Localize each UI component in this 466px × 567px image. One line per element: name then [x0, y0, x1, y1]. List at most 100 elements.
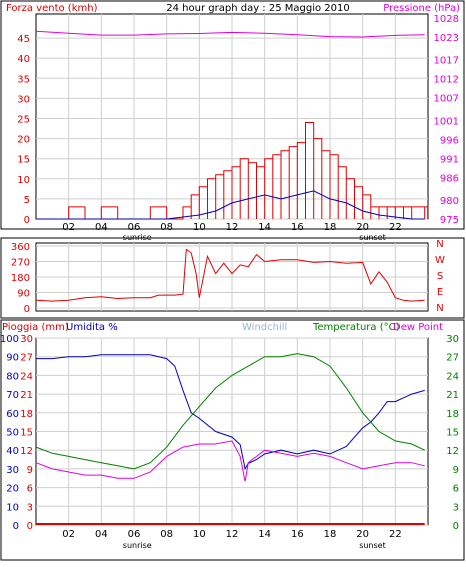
p1-ytick-left: 30 — [17, 94, 30, 105]
p3-ytick-rain: 0 — [27, 521, 33, 532]
p3-ytick-temp: 0 — [453, 521, 459, 532]
p3-ytick-humidity: 70 — [6, 390, 19, 401]
p2-ytick-left: 360 — [11, 242, 30, 253]
p1-xtick: 06 — [128, 222, 141, 233]
p1-xtick: 02 — [62, 222, 75, 233]
series-dewpoint — [35, 440, 425, 482]
panel-1-frame — [0, 0, 465, 230]
panel-3-frame — [0, 319, 465, 561]
p1-xtick: 14 — [258, 222, 271, 233]
p1-ytick-left: 15 — [17, 155, 30, 166]
p3-ytick-humidity: 100 — [0, 334, 19, 345]
p2-ytick-left: 90 — [17, 289, 30, 300]
p1-ytick-right: 1001 — [434, 116, 459, 127]
p3-xtick: 04 — [95, 529, 108, 540]
p3-xtick: 16 — [291, 529, 304, 540]
p3-xtick: 20 — [356, 529, 369, 540]
p3-xtick: 12 — [226, 529, 239, 540]
p3-ytick-temp: 6 — [453, 484, 459, 495]
p3-ylabel-humidity: Umidita % — [66, 322, 118, 333]
p3-xtick: 06 — [128, 529, 141, 540]
p3-ylabel-rain: Pioggia (mm) — [2, 322, 69, 333]
p3-ytick-rain: 9 — [27, 465, 33, 476]
p2-compass-label: N — [436, 239, 443, 250]
p1-xtick: 22 — [389, 222, 402, 233]
p3-label-temperature: Temperatura (°C) — [312, 322, 400, 333]
p2-ytick-left: 270 — [11, 258, 30, 269]
p3-ytick-rain: 15 — [20, 428, 33, 439]
series-temperature — [35, 353, 425, 470]
p1-ytick-left: 5 — [24, 195, 30, 206]
p2-ytick-left: 0 — [24, 304, 30, 315]
series-wind-gust — [36, 122, 429, 220]
p3-ytick-rain: 27 — [20, 353, 33, 364]
p3-ytick-temp: 27 — [446, 353, 459, 364]
p3-ytick-humidity: 80 — [6, 371, 19, 382]
p3-ytick-temp: 9 — [453, 465, 459, 476]
p1-xtick: 08 — [160, 222, 173, 233]
p3-ytick-humidity: 90 — [6, 353, 19, 364]
p1-ytick-right: 980 — [440, 196, 459, 207]
p1-ytick-right: 986 — [440, 173, 459, 184]
p3-ytick-temp: 30 — [446, 334, 459, 345]
p3-ytick-temp: 12 — [446, 446, 459, 457]
p3-ytick-temp: 15 — [446, 428, 459, 439]
p3-ytick-humidity: 20 — [6, 484, 19, 495]
p3-xtick: 18 — [324, 529, 337, 540]
chart-title: 24 hour graph day : 25 Maggio 2010 — [166, 3, 349, 14]
p2-compass-label: N — [436, 303, 443, 314]
p1-ytick-right: 991 — [440, 154, 459, 165]
p3-label-windchill: Windchill — [242, 322, 287, 333]
p3-ytick-humidity: 30 — [6, 465, 19, 476]
p1-xtick: 18 — [324, 222, 337, 233]
p3-ytick-humidity: 10 — [6, 502, 19, 513]
p1-xtick: 16 — [291, 222, 304, 233]
p1-ylabel-left: Forza vento (kmh) — [6, 3, 98, 14]
p1-xtick: 12 — [226, 222, 239, 233]
p1-ytick-left: 45 — [17, 34, 30, 45]
p3-ytick-rain: 3 — [27, 502, 33, 513]
p3-ytick-rain: 30 — [20, 334, 33, 345]
p1-ytick-left: 35 — [17, 74, 30, 85]
p1-ytick-left: 20 — [17, 135, 30, 146]
p1-ytick-left: 25 — [17, 115, 30, 126]
p1-xtick: 10 — [193, 222, 206, 233]
series-pressure — [35, 30, 425, 38]
p3-ytick-rain: 18 — [20, 409, 33, 420]
p3-ytick-rain: 12 — [20, 446, 33, 457]
p1-ytick-right: 975 — [440, 215, 459, 226]
p3-sunset-label: sunset — [359, 541, 386, 550]
p3-ytick-humidity: 60 — [6, 409, 19, 420]
p3-ytick-humidity: 50 — [6, 428, 19, 439]
p1-ytick-right: 1012 — [434, 75, 459, 86]
p2-ytick-left: 180 — [11, 273, 30, 284]
p3-ytick-rain: 6 — [27, 484, 33, 495]
p2-compass-label: W — [435, 255, 445, 266]
p1-ytick-left: 10 — [17, 175, 30, 186]
p3-ytick-humidity: 40 — [6, 446, 19, 457]
p1-ylabel-right: Pressione (hPa) — [383, 3, 460, 14]
p3-ytick-temp: 18 — [446, 409, 459, 420]
p1-sunset-label: sunset — [359, 233, 386, 242]
p1-ytick-left: 0 — [24, 215, 30, 226]
p3-label-dewpoint: Dew Point — [393, 322, 443, 333]
p3-xtick: 22 — [389, 529, 402, 540]
p1-ytick-right: 996 — [440, 135, 459, 146]
p1-ytick-right: 1023 — [434, 33, 459, 44]
p1-sunrise-label: sunrise — [123, 233, 152, 242]
p3-ytick-temp: 21 — [446, 390, 459, 401]
series-humidity — [36, 354, 425, 471]
p3-xtick: 08 — [160, 529, 173, 540]
series-wind-avg — [36, 190, 425, 220]
p1-xtick: 04 — [95, 222, 108, 233]
p1-ytick-right: 1028 — [434, 14, 459, 25]
p3-xtick: 10 — [193, 529, 206, 540]
panel-2-frame — [0, 237, 465, 319]
p3-ytick-temp: 3 — [453, 502, 459, 513]
p2-compass-label: S — [437, 271, 443, 282]
series-direction — [35, 248, 425, 302]
p3-sunrise-label: sunrise — [123, 541, 152, 550]
p3-ytick-rain: 21 — [20, 390, 33, 401]
